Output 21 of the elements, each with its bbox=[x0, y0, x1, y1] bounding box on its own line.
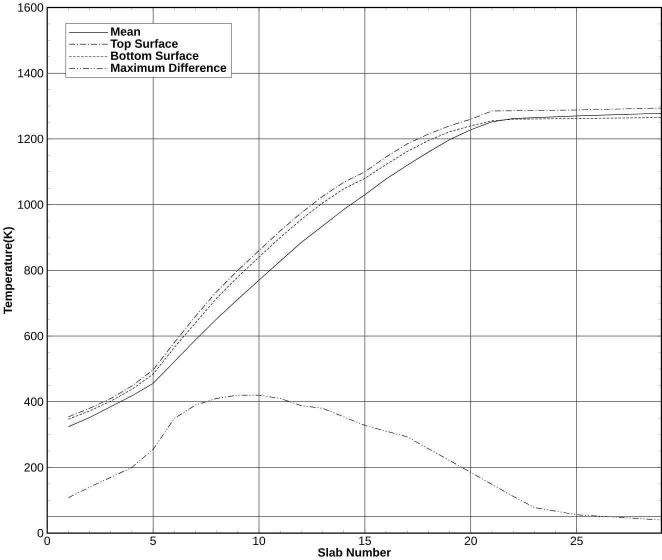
x-axis-title: Slab Number bbox=[318, 548, 391, 557]
x-tick-label: 20 bbox=[464, 536, 477, 546]
x-tick-label: 0 bbox=[44, 536, 50, 546]
y-tick-label: 600 bbox=[24, 332, 44, 340]
y-tick-label: 400 bbox=[24, 398, 44, 406]
y-tick-label: 1600 bbox=[18, 3, 44, 12]
x-tick-label: 15 bbox=[359, 536, 372, 545]
y-tick-label: 800 bbox=[24, 266, 44, 275]
legend-label: Maximum Difference bbox=[111, 63, 226, 72]
y-axis-title: Temperature(K) bbox=[3, 227, 14, 314]
x-tick-label: 10 bbox=[253, 536, 266, 546]
x-tick-label: 5 bbox=[150, 536, 156, 545]
y-tick-label: 1400 bbox=[18, 69, 44, 78]
y-tick-label: 0 bbox=[38, 528, 44, 538]
x-tick-label: 25 bbox=[570, 536, 583, 546]
y-tick-label: 1200 bbox=[18, 134, 44, 144]
legend-label: Top Surface bbox=[110, 39, 178, 50]
y-tick-label: 1000 bbox=[18, 200, 44, 209]
legend-label: Bottom Surface bbox=[111, 51, 198, 60]
y-tick-label: 200 bbox=[24, 463, 44, 472]
legend-label: Mean bbox=[111, 27, 140, 36]
